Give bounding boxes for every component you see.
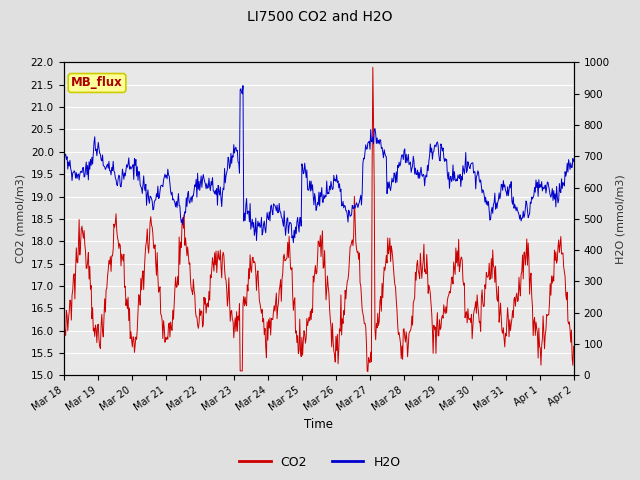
Text: MB_flux: MB_flux xyxy=(71,76,123,89)
Legend: CO2, H2O: CO2, H2O xyxy=(234,451,406,474)
Y-axis label: CO2 (mmol/m3): CO2 (mmol/m3) xyxy=(15,174,25,264)
Y-axis label: H2O (mmol/m3): H2O (mmol/m3) xyxy=(615,174,625,264)
X-axis label: Time: Time xyxy=(304,419,333,432)
Text: LI7500 CO2 and H2O: LI7500 CO2 and H2O xyxy=(247,10,393,24)
